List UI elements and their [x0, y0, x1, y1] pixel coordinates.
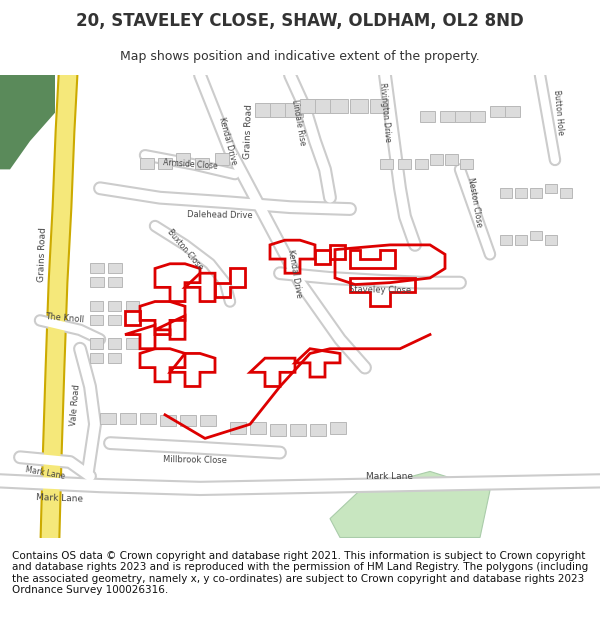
- Polygon shape: [330, 471, 490, 538]
- Polygon shape: [215, 153, 229, 164]
- Polygon shape: [500, 236, 512, 245]
- Text: Dalehead Drive: Dalehead Drive: [187, 209, 253, 220]
- Polygon shape: [120, 413, 136, 424]
- Polygon shape: [350, 99, 368, 112]
- Text: Armside Close: Armside Close: [163, 158, 218, 171]
- Polygon shape: [255, 103, 273, 118]
- Text: Contains OS data © Crown copyright and database right 2021. This information is : Contains OS data © Crown copyright and d…: [12, 551, 588, 596]
- Text: Staveley Close: Staveley Close: [349, 285, 411, 295]
- Polygon shape: [140, 158, 154, 169]
- Polygon shape: [420, 111, 435, 123]
- Polygon shape: [108, 315, 121, 325]
- Polygon shape: [90, 338, 103, 349]
- Polygon shape: [250, 422, 266, 434]
- Polygon shape: [430, 154, 443, 164]
- Text: Neston Close: Neston Close: [466, 177, 484, 228]
- Polygon shape: [445, 154, 458, 164]
- Polygon shape: [455, 111, 470, 123]
- Text: Button Hole: Button Hole: [551, 90, 565, 136]
- Polygon shape: [140, 413, 156, 424]
- Polygon shape: [195, 158, 209, 169]
- Polygon shape: [470, 111, 485, 123]
- Text: Millbrook Close: Millbrook Close: [163, 455, 227, 465]
- Polygon shape: [560, 188, 572, 198]
- Text: Grains Road: Grains Road: [37, 227, 47, 282]
- Text: Mark Lane: Mark Lane: [367, 472, 413, 481]
- Polygon shape: [108, 263, 122, 273]
- Polygon shape: [158, 158, 172, 169]
- Text: Mark Lane: Mark Lane: [25, 466, 65, 481]
- Text: Vale Road: Vale Road: [69, 384, 81, 426]
- Polygon shape: [310, 424, 326, 436]
- Polygon shape: [108, 301, 121, 311]
- Text: 20, STAVELEY CLOSE, SHAW, OLDHAM, OL2 8ND: 20, STAVELEY CLOSE, SHAW, OLDHAM, OL2 8N…: [76, 12, 524, 30]
- Polygon shape: [270, 424, 286, 436]
- Text: Map shows position and indicative extent of the property.: Map shows position and indicative extent…: [120, 50, 480, 62]
- Polygon shape: [90, 301, 103, 311]
- Polygon shape: [90, 315, 103, 325]
- Polygon shape: [500, 188, 512, 198]
- Polygon shape: [530, 188, 542, 198]
- Polygon shape: [90, 352, 103, 363]
- Polygon shape: [330, 99, 348, 112]
- Polygon shape: [415, 159, 428, 169]
- Polygon shape: [160, 415, 176, 426]
- Text: Lindale Rise: Lindale Rise: [290, 99, 307, 146]
- Polygon shape: [290, 424, 306, 436]
- Polygon shape: [380, 159, 393, 169]
- Text: Kendal Drive: Kendal Drive: [286, 248, 304, 298]
- Polygon shape: [460, 159, 473, 169]
- Polygon shape: [300, 99, 318, 112]
- Text: Grains Road: Grains Road: [242, 104, 253, 159]
- Polygon shape: [200, 415, 216, 426]
- Polygon shape: [270, 103, 288, 118]
- Polygon shape: [126, 301, 139, 311]
- Polygon shape: [0, 75, 55, 169]
- Polygon shape: [370, 99, 388, 112]
- Polygon shape: [490, 106, 505, 118]
- Polygon shape: [180, 415, 196, 426]
- Polygon shape: [330, 422, 346, 434]
- Polygon shape: [398, 159, 411, 169]
- Polygon shape: [90, 263, 104, 273]
- Polygon shape: [90, 277, 104, 288]
- Text: Buxton Close: Buxton Close: [166, 228, 205, 272]
- Polygon shape: [100, 413, 116, 424]
- Polygon shape: [505, 106, 520, 118]
- Polygon shape: [440, 111, 455, 123]
- Polygon shape: [315, 99, 333, 112]
- Polygon shape: [515, 236, 527, 245]
- Text: The Knoll: The Knoll: [45, 312, 85, 325]
- Polygon shape: [545, 236, 557, 245]
- Polygon shape: [126, 338, 139, 349]
- Polygon shape: [176, 153, 190, 164]
- Polygon shape: [108, 338, 121, 349]
- Polygon shape: [230, 422, 246, 434]
- Polygon shape: [108, 352, 121, 363]
- Polygon shape: [545, 184, 557, 193]
- Polygon shape: [285, 103, 303, 118]
- Polygon shape: [515, 188, 527, 198]
- Text: Mark Lane: Mark Lane: [37, 492, 83, 503]
- Text: Kendal Drive: Kendal Drive: [217, 116, 239, 166]
- Polygon shape: [530, 231, 542, 240]
- Text: Rivington Drive: Rivington Drive: [378, 82, 392, 143]
- Polygon shape: [108, 277, 122, 288]
